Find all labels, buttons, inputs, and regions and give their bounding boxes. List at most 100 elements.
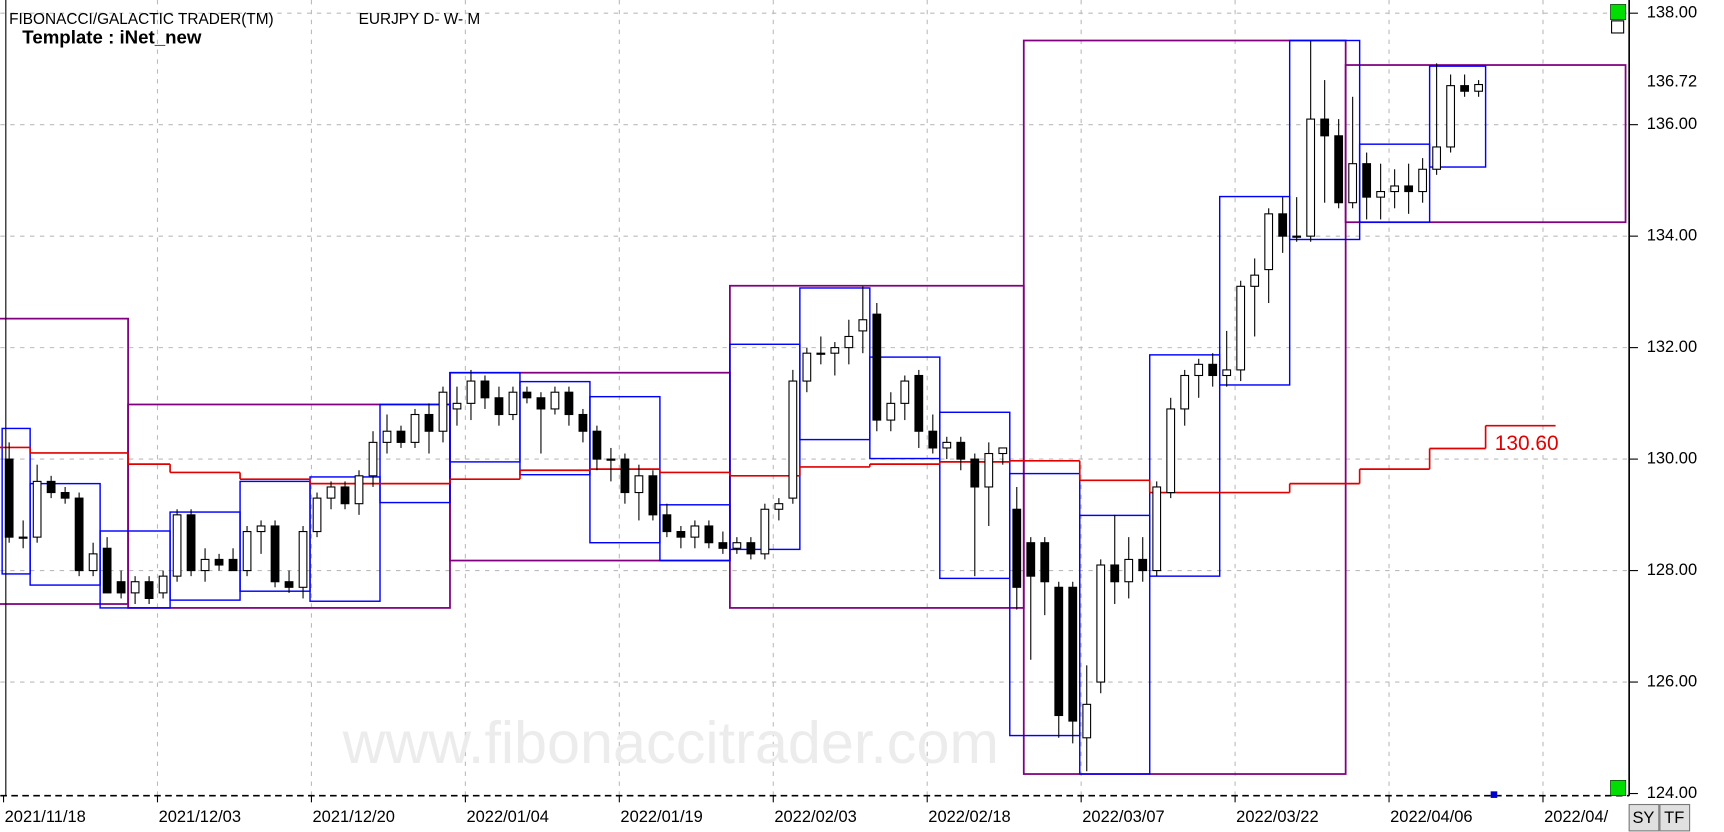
candle-body [1362,163,1372,198]
weekly-range [1428,65,1487,168]
candle-body [998,447,1008,455]
corner-marker [1610,780,1627,797]
candle-body [942,441,952,449]
candle-body [172,514,182,577]
candle-body [578,413,588,432]
candle-body [1152,486,1162,572]
candle-body [1208,363,1218,377]
candle-body [438,391,448,432]
candle-body [1292,235,1302,238]
candle-body [1026,542,1036,577]
candle-body [1194,363,1204,377]
candle-body [382,430,392,443]
candle-body [60,491,70,499]
candle-body [1222,369,1232,377]
x-tick-label: 2022/01/19 [620,808,702,826]
template-label: Template : iNet_new [22,26,202,47]
monthly-range [1022,39,1347,775]
x-tick-label: 2022/02/03 [774,808,856,826]
x-tick-label: 2022/03/22 [1236,808,1318,826]
candle-body [102,547,112,594]
candle-body [1446,85,1456,148]
y-tick-label: 130.00 [1647,449,1697,467]
candle-body [1418,168,1428,193]
candle-body [1180,374,1190,410]
candle-body [452,402,462,410]
candle-body [830,347,840,354]
candle-body [1236,285,1246,371]
candle-body [536,397,546,410]
candle-body [606,458,616,461]
candle-body [858,319,868,332]
button-label: TF [1664,809,1684,827]
candle-body [480,380,490,399]
cursor-marker [1490,791,1498,798]
candle-body [4,458,14,538]
x-tick-label: 2022/02/18 [928,808,1010,826]
candle-body [1096,564,1106,683]
candle-body [1264,213,1274,271]
candle-body [32,480,42,538]
ranges [0,39,1627,775]
x-tick-label: 2022/04/ [1544,808,1609,826]
x-tick-label: 2021/12/03 [159,808,241,826]
candle-body [900,380,910,404]
candle-body [648,475,658,516]
candle-body [1110,564,1120,583]
candle-body [18,536,28,539]
candle-body [592,430,602,460]
candles [4,41,1484,772]
candle-body [690,525,700,538]
candle-body [158,575,168,594]
candle-body [732,542,742,549]
candle-body [676,531,686,538]
candle-body [326,486,336,499]
sy-button[interactable]: SY [1628,803,1660,832]
candle-body [774,503,784,510]
y-tick-label: 136.00 [1647,115,1697,133]
candle-body [1460,85,1470,92]
candle-body [270,525,280,583]
weekly-range [1218,195,1291,386]
candle-body [1306,118,1316,237]
candle-body [662,514,672,533]
symbol: EURJPY D- W- M [359,11,481,28]
candle-body [410,413,420,443]
watermark: www.fibonaccitrader.com [342,709,999,776]
candle-body [298,531,308,588]
candle-body [1040,542,1050,583]
candle-body [88,553,98,572]
weekly-range [1149,354,1221,577]
x-tick-label: 2021/11/18 [5,808,86,826]
candle-body [704,525,714,544]
candle-body [256,525,266,533]
candle-body [1348,163,1358,204]
y-tick-label: 128.00 [1647,561,1697,579]
candle-body [970,458,980,488]
weekly-range [1288,39,1361,241]
candle-body [284,581,294,588]
weekly-range [869,356,941,460]
candle-body [788,380,798,499]
tf-button[interactable]: TF [1659,803,1691,832]
candle-body [844,335,854,349]
candle-body [368,441,378,477]
candle-body [74,497,84,572]
candle-body [116,581,126,594]
candle-body [956,441,966,460]
candle-body [214,558,224,566]
y-tick-label: 126.00 [1647,672,1697,690]
weekly-range [1358,143,1431,223]
candle-body [802,352,812,382]
candle-body [760,508,770,555]
candle-body [872,313,882,421]
candle-body [1474,83,1484,92]
candle-body [746,542,756,555]
last-price-label: 136.72 [1647,73,1697,91]
candle-body [1390,185,1400,193]
candle-body [1250,274,1260,287]
candle-body [46,480,56,494]
window-icon[interactable] [1611,20,1625,34]
candle-body [1404,185,1414,193]
